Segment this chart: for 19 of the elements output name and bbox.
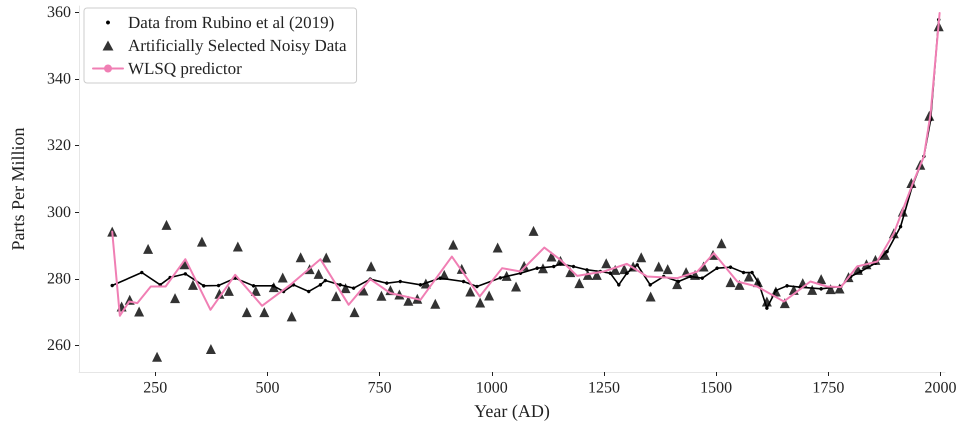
x-tick-label: 1000 xyxy=(476,380,508,396)
x-tick-label: 2000 xyxy=(924,380,957,396)
y-tick-label: 340 xyxy=(47,70,71,88)
legend-label: WLSQ predictor xyxy=(128,59,242,78)
x-tick-label: 500 xyxy=(255,380,280,396)
y-axis-title: Parts Per Million xyxy=(8,127,28,251)
y-tick-label: 320 xyxy=(47,137,71,154)
x-tick-label: 1250 xyxy=(588,380,620,396)
legend-label: Data from Rubino et al (2019) xyxy=(128,13,334,32)
x-tick-label: 250 xyxy=(143,380,168,396)
y-tick-label: 300 xyxy=(47,204,71,221)
x-tick-label: 1750 xyxy=(812,380,844,396)
y-tick-label: 260 xyxy=(47,336,71,354)
x-tick-label: 750 xyxy=(368,380,392,396)
x-tick-label: 1500 xyxy=(700,380,732,396)
y-tick-label: 360 xyxy=(47,4,71,22)
y-tick-label: 280 xyxy=(47,270,71,288)
x-axis-title: Year (AD) xyxy=(474,401,550,421)
legend-label: Artificially Selected Noisy Data xyxy=(128,36,348,55)
